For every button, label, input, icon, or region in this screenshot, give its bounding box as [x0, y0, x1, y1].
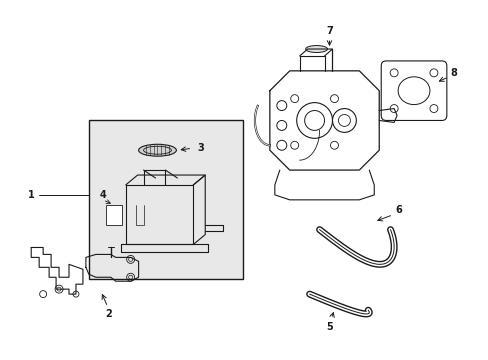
Text: 4: 4 — [99, 190, 106, 200]
Ellipse shape — [138, 144, 176, 156]
Text: 5: 5 — [325, 322, 332, 332]
Text: 7: 7 — [325, 26, 332, 36]
Bar — [105, 205, 122, 225]
Text: 8: 8 — [449, 68, 456, 78]
Text: 2: 2 — [105, 309, 112, 319]
Text: 3: 3 — [197, 143, 203, 153]
FancyBboxPatch shape — [381, 61, 446, 121]
Text: 6: 6 — [395, 205, 402, 215]
Bar — [89, 121, 243, 279]
Ellipse shape — [305, 46, 327, 53]
Text: 1: 1 — [28, 190, 35, 200]
